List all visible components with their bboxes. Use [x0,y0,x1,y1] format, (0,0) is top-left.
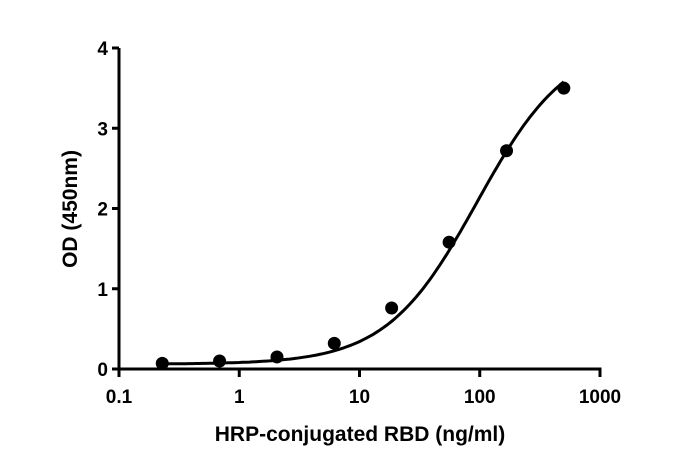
data-point [500,144,514,158]
fit-curve [162,80,565,366]
x-tick-label: 10 [349,387,370,408]
x-axis: 0.1 1 10 100 1000 [106,367,621,408]
x-tick-label: 1000 [579,387,621,408]
y-tick-label: 0 [97,360,108,381]
x-tick-label: 1 [234,387,245,408]
x-axis-title: HRP-conjugated RBD (ng/ml) [215,423,505,446]
y-tick-label: 4 [97,39,108,60]
y-tick-label: 3 [97,119,108,140]
data-point [270,350,284,364]
y-tick-label: 1 [97,280,108,301]
data-point [385,301,399,315]
y-axis: 0 1 2 3 4 [97,39,121,381]
data-point [213,354,227,368]
data-point [442,235,456,249]
y-tick-label: 2 [97,200,108,221]
y-axis-title: OD (450nm) [59,150,82,268]
data-point [327,336,341,350]
data-point [155,356,169,370]
x-tick-label: 0.1 [106,387,133,408]
data-point [557,81,571,95]
x-tick-label: 100 [464,387,496,408]
data-points [155,81,571,370]
